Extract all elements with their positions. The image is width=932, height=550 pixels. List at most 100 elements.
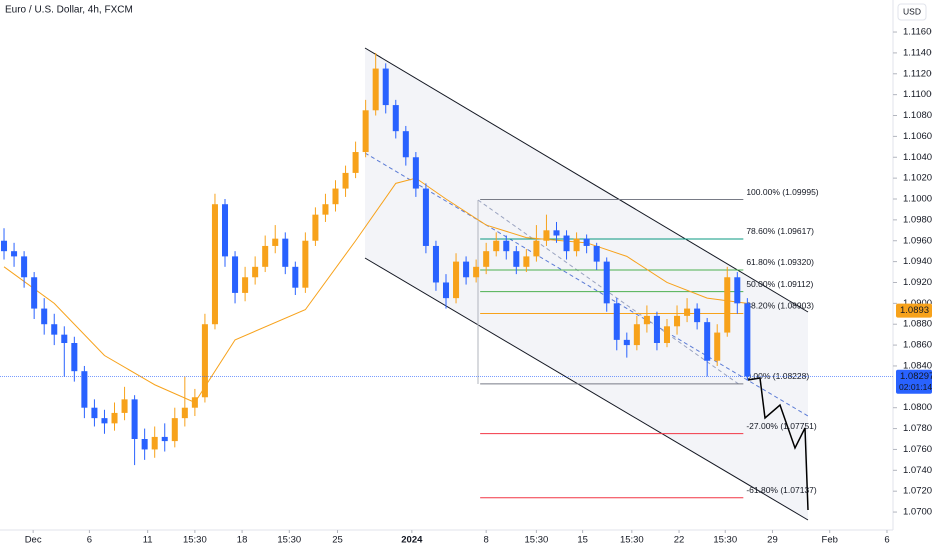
candle-body <box>252 266 259 278</box>
candle-body <box>523 256 530 267</box>
y-tick-label: 1.09000 <box>903 298 932 309</box>
channel-upper <box>364 47 809 313</box>
x-tick-label: 15:30 <box>620 535 644 546</box>
channel-mid <box>364 152 809 417</box>
candle-body <box>141 439 148 450</box>
currency: USD <box>903 6 921 16</box>
candle-body <box>573 238 580 252</box>
candle-body <box>493 240 500 252</box>
candle-body <box>232 256 239 293</box>
y-tick-label: 1.11600 <box>903 27 932 38</box>
y-tick-label: 1.10200 <box>903 173 932 184</box>
candle-body <box>463 261 470 278</box>
x-tick-label: 11 <box>143 535 153 546</box>
countdown: 02:01:14 <box>899 382 932 392</box>
x-tick-label: 18 <box>237 535 248 546</box>
candle-body <box>392 105 399 132</box>
y-tick-label: 1.07800 <box>903 423 932 434</box>
currency-box[interactable] <box>897 3 927 21</box>
candle-body <box>161 436 168 442</box>
candle-body <box>342 172 349 189</box>
candle-body <box>262 245 269 267</box>
candle-body <box>11 251 18 257</box>
candle-body <box>613 303 620 340</box>
candle-body <box>442 282 450 299</box>
x-tick-label: 15:30 <box>183 535 207 546</box>
y-tick-label: 1.08600 <box>903 340 932 351</box>
fib-label: 0.00% (1.08228) <box>746 371 809 381</box>
fib-label: 61.80% (1.09320) <box>746 257 814 267</box>
candle-body <box>41 308 48 325</box>
candle-body <box>503 240 510 252</box>
y-tick-label: 1.09400 <box>903 256 932 267</box>
candle-body <box>674 315 681 327</box>
candle-body <box>111 412 118 424</box>
moving-average <box>3 177 748 404</box>
candle-body <box>101 418 108 424</box>
y-tick-label: 1.10800 <box>903 110 932 121</box>
candle-body <box>483 251 490 267</box>
candle-body <box>603 261 610 304</box>
y-tick-label: 1.07000 <box>903 507 932 518</box>
candle-body <box>1 240 8 252</box>
candle-body <box>473 266 480 278</box>
last-price-label: 1.08297 <box>900 371 932 382</box>
x-tick-label: 25 <box>332 535 343 546</box>
candle-body <box>21 256 28 278</box>
chart-title: Euro / U.S. Dollar, 4h, FXCM <box>5 5 133 16</box>
candle-body <box>372 68 379 111</box>
candle-body <box>744 303 751 377</box>
x-tick-label: 15 <box>577 535 588 546</box>
candle-body <box>51 324 58 335</box>
fib-label: 38.20% (1.08903) <box>746 301 814 311</box>
fib-label: -27.00% (1.07751) <box>746 421 817 431</box>
candle-body <box>362 110 369 153</box>
y-tick-label: 1.07600 <box>903 444 932 455</box>
candle-body <box>533 240 540 257</box>
y-tick-label: 1.08800 <box>903 319 932 330</box>
fib-label: 50.00% (1.09112) <box>746 279 813 289</box>
candle-body <box>704 322 711 361</box>
candle-body <box>91 407 98 419</box>
candle-body <box>623 339 630 346</box>
x-tick-label: 8 <box>484 535 489 546</box>
candle-body <box>221 204 229 257</box>
x-tick-label: 2024 <box>401 535 423 546</box>
candle-body <box>71 343 78 372</box>
projection-path <box>747 377 809 511</box>
y-tick-label: 1.09800 <box>903 214 932 225</box>
y-tick-label: 1.10000 <box>903 194 932 205</box>
candle-body <box>583 238 590 246</box>
candle-body <box>242 277 249 293</box>
fib-label: 100.00% (1.09995) <box>746 187 818 197</box>
candle-body <box>382 68 389 106</box>
x-tick-label: 6 <box>884 535 889 546</box>
candle-body <box>352 152 359 173</box>
candle-body <box>553 230 560 236</box>
candle-body <box>211 204 218 325</box>
last-price-tag <box>896 369 932 394</box>
candle-body <box>171 418 178 442</box>
candle-body <box>593 245 600 262</box>
candle-body <box>151 436 158 450</box>
candle-body <box>432 245 439 283</box>
y-tick-label: 1.11200 <box>903 68 932 79</box>
candle-body <box>81 371 88 408</box>
y-tick-label: 1.07200 <box>903 486 932 497</box>
candle-body <box>332 188 339 205</box>
reference-price-label: 1.0893 <box>900 305 929 316</box>
candle-body <box>131 399 138 440</box>
channel-fill <box>365 48 808 520</box>
y-tick-label: 1.11000 <box>903 89 932 100</box>
candle-body <box>663 326 671 344</box>
candle-body <box>282 238 289 267</box>
y-tick-label: 1.09600 <box>903 235 932 246</box>
channel-lower <box>364 257 809 521</box>
fib-trend <box>477 199 741 386</box>
fib-label: 78.60% (1.09617) <box>746 226 814 236</box>
candle-body <box>412 157 419 189</box>
reference-price-tag <box>896 303 932 318</box>
candle-body <box>312 214 319 241</box>
x-tick-label: 15:30 <box>525 535 549 546</box>
